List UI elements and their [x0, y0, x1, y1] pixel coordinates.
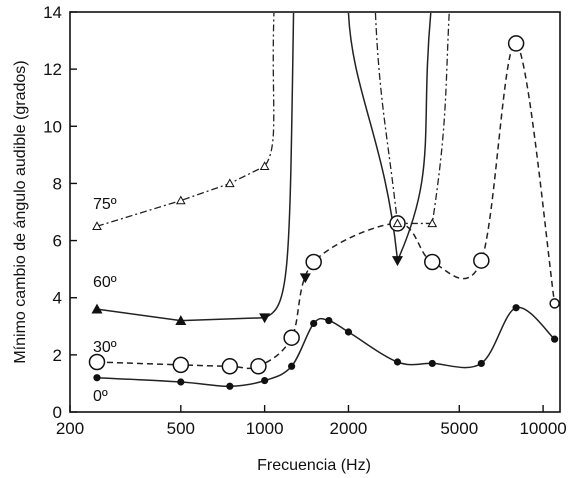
- series-0-point: [344, 328, 353, 336]
- series-label-75: 75º: [93, 196, 117, 213]
- tick-marks: [69, 11, 544, 413]
- series-0-point: [310, 319, 318, 328]
- series-30-point: [305, 253, 322, 271]
- series-curves: [96, 12, 556, 388]
- x-tick-label: 5000: [440, 419, 478, 438]
- series-30-point: [221, 358, 239, 375]
- series-75-point: [392, 218, 403, 228]
- series-60-point: [391, 256, 403, 267]
- y-tick-label: 14: [43, 3, 62, 22]
- series-60-point: [91, 303, 103, 314]
- series-0-point: [512, 304, 520, 312]
- series-30-point: [424, 253, 441, 271]
- series-75-line: [96, 12, 275, 227]
- series-0-point: [261, 376, 269, 385]
- series-0-point: [93, 374, 101, 382]
- x-axis-label: Frecuencia (Hz): [257, 457, 371, 474]
- plot-frame: [69, 11, 561, 413]
- x-tick-label: 500: [167, 419, 195, 438]
- series-0-point: [288, 362, 296, 370]
- y-tick-label: 2: [53, 346, 62, 365]
- series-75-point: [259, 161, 270, 170]
- series-30-point: [88, 353, 106, 371]
- tick-labels: 200 500 1000 2000 5000 10000 0 2 4 6 8 10 12 14: [43, 3, 567, 438]
- y-tick-label: 0: [53, 403, 62, 422]
- series-label-0: 0º: [93, 388, 108, 405]
- series-60-point: [259, 313, 271, 324]
- x-tick-label: 2000: [330, 419, 368, 438]
- series-label-60: 60º: [93, 274, 117, 291]
- y-tick-label: 6: [53, 232, 62, 251]
- series-75-line-high: [374, 12, 450, 225]
- y-tick-label: 8: [53, 174, 62, 193]
- series-0-point: [477, 359, 485, 368]
- x-tick-label: 1000: [246, 419, 284, 438]
- series-30-point: [250, 358, 267, 375]
- x-tick-label: 200: [56, 419, 84, 438]
- series-30-point: [507, 35, 525, 52]
- series-0-point: [551, 335, 559, 343]
- y-axis-label: Mínimo cambio de ángulo audible (grados): [12, 60, 29, 363]
- series-60-point: [299, 273, 311, 284]
- series-label-30: 30º: [93, 339, 117, 356]
- series-0-point: [325, 316, 333, 325]
- y-tick-label: 10: [43, 117, 62, 136]
- series-75-point: [175, 195, 186, 205]
- series-0-point: [428, 359, 436, 368]
- y-tick-label: 4: [53, 289, 62, 308]
- y-tick-label: 12: [43, 60, 62, 79]
- series-0-point: [177, 378, 185, 386]
- series-60-point: [175, 315, 187, 325]
- series-30-point: [283, 329, 300, 346]
- series-0-point: [393, 358, 402, 366]
- series-30-point: [549, 298, 560, 309]
- x-tick-label: 10000: [519, 419, 566, 438]
- series-30-point: [172, 356, 190, 374]
- series-30-point: [473, 252, 490, 269]
- series-markers: [88, 35, 560, 390]
- series-0-point: [226, 382, 234, 390]
- series-75-point: [427, 218, 438, 228]
- series-75-point: [92, 221, 102, 230]
- series-75-point: [224, 178, 235, 188]
